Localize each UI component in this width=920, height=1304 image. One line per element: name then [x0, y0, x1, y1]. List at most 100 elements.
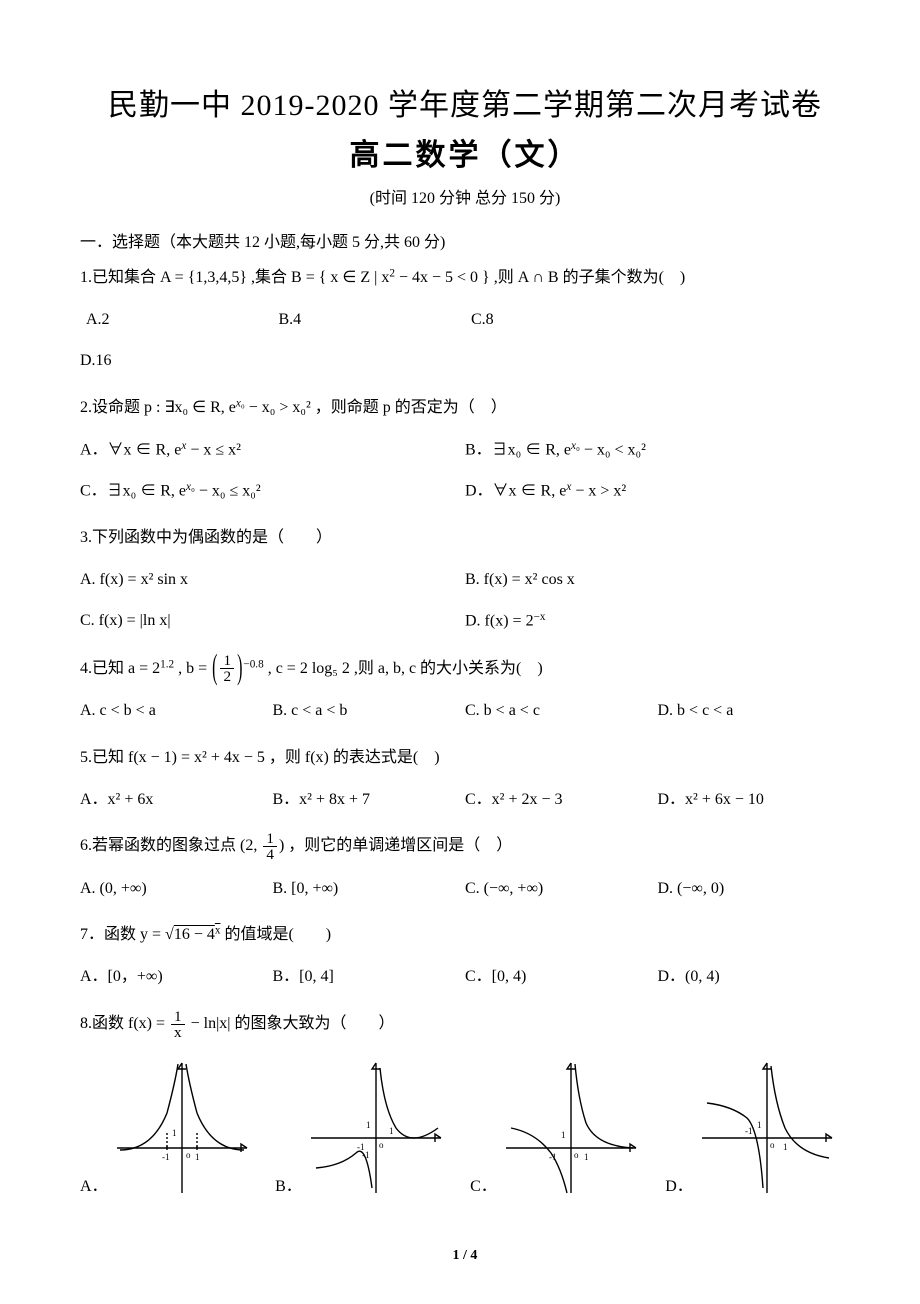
q1-opt-b: B.4 — [279, 300, 472, 341]
q4-pre: 4.已知 a = 2 — [80, 660, 160, 677]
question-7: 7．函数 y = √16 − 4x 的值域是( ) — [80, 919, 850, 951]
exam-meta: (时间 120 分钟 总分 150 分) — [80, 184, 850, 208]
q8-label-c: C． — [470, 1172, 497, 1198]
q3-opt-d: D. f(x) = 2−x — [465, 601, 850, 642]
q7-pre: 7．函数 y = — [80, 926, 165, 943]
q4-lparen: ( — [212, 634, 217, 704]
q8-frac: 1x — [171, 1009, 185, 1040]
q5-opt-d: D．x² + 6x − 10 — [658, 780, 851, 821]
q4-sup-a: 1.2 — [160, 658, 174, 670]
q3d-pre: D. f(x) = 2 — [465, 613, 534, 630]
q4-opt-c: C. b < a < c — [465, 691, 658, 732]
q2-opt-a: A．∀x ∈ R, ex − x ≤ x² — [80, 430, 465, 471]
q2d-post: − x > x² — [571, 483, 626, 500]
q8-graphs: A． -1 1 1 o — [80, 1058, 850, 1198]
q2c-pre: C．∃x₀ ∈ R, e — [80, 483, 186, 500]
svg-text:o: o — [574, 1150, 579, 1160]
svg-text:-1: -1 — [745, 1126, 753, 1136]
q1-opt-c: C.8 — [471, 300, 664, 341]
graph-c-svg: -1 1 1 o — [501, 1058, 641, 1198]
q4-opt-d: D. b < c < a — [658, 691, 851, 732]
q5-opt-a: A．x² + 6x — [80, 780, 273, 821]
q2-text2: − x₀ > x₀² ，则命题 p 的否定为（ ） — [245, 399, 507, 416]
svg-text:1: 1 — [584, 1152, 589, 1162]
q4-frac: 12 — [220, 653, 234, 684]
q2-opt-c: C．∃x₀ ∈ R, ex₀ − x₀ ≤ x₀² — [80, 471, 465, 512]
q4-opt-a: A. c < b < a — [80, 691, 273, 732]
q2b-post: − x₀ < x₀² — [580, 441, 646, 458]
question-2: 2.设命题 p : ∃x₀ ∈ R, ex₀ − x₀ > x₀² ，则命题 p… — [80, 392, 850, 424]
q8-label-a: A． — [80, 1172, 108, 1198]
question-6: 6.若幂函数的图象过点 (2, 14) ，则它的单调递增区间是（ ） — [80, 830, 850, 862]
q2a-post: − x ≤ x² — [186, 441, 241, 458]
question-4: 4.已知 a = 21.2 , b = (12)−0.8 , c = 2 log… — [80, 653, 850, 685]
q2-text: 2.设命题 p : ∃x₀ ∈ R, e — [80, 399, 236, 416]
q3-opt-c: C. f(x) = |ln x| — [80, 601, 465, 642]
q4-sup-b: −0.8 — [243, 658, 263, 670]
q7-opt-b: B．[0, 4] — [273, 957, 466, 998]
svg-text:-1: -1 — [362, 1150, 370, 1160]
q3d-sup: −x — [534, 611, 546, 623]
svg-text:-1: -1 — [549, 1152, 557, 1162]
graph-d-svg: -1 1 1 o — [697, 1058, 837, 1198]
svg-text:1: 1 — [389, 1126, 394, 1136]
q2-opt-d: D．∀x ∈ R, ex − x > x² — [465, 471, 850, 512]
q4-frac-n: 1 — [220, 653, 234, 669]
q6-opt-c: C. (−∞, +∞) — [465, 869, 658, 910]
title-main: 民勤一中 2019-2020 学年度第二学期第二次月考试卷 — [80, 80, 850, 124]
q7-opt-c: C．[0, 4) — [465, 957, 658, 998]
q2c-sup: x₀ — [186, 481, 195, 493]
q5-opt-c: C．x² + 2x − 3 — [465, 780, 658, 821]
q6-pre: 6.若幂函数的图象过点 (2, — [80, 837, 261, 854]
q8-graph-c: C． -1 1 1 o — [470, 1058, 655, 1198]
q6-opt-d: D. (−∞, 0) — [658, 869, 851, 910]
title-sub: 高二数学（文） — [80, 130, 850, 174]
q8-post: − ln|x| 的图象大致为（ ） — [187, 1015, 395, 1032]
q8-graph-a: A． -1 1 1 o — [80, 1058, 265, 1198]
svg-text:1: 1 — [783, 1142, 788, 1152]
q4-rparen: ) — [237, 634, 242, 704]
q8-graph-d: D． -1 1 1 o — [665, 1058, 850, 1198]
q5-opt-b: B．x² + 8x + 7 — [273, 780, 466, 821]
q4-post: , c = 2 log₅ 2 ,则 a, b, c 的大小关系为( ) — [264, 660, 543, 677]
q8-frac-d: x — [171, 1025, 185, 1040]
q6-opt-a: A. (0, +∞) — [80, 869, 273, 910]
q1-text-mid: − 4x − 5 < 0 } ,则 A ∩ B 的子集个数为( ) — [395, 269, 685, 286]
q6-frac-d: 4 — [263, 847, 277, 862]
q2a-pre: A．∀x ∈ R, e — [80, 441, 181, 458]
q6-post: ) ，则它的单调递增区间是（ ） — [279, 837, 512, 854]
q7-sqrt-pre: 16 − 4 — [174, 926, 215, 943]
q1-opt-d: D.16 — [80, 341, 273, 382]
q7-post: 的值域是( ) — [220, 926, 331, 943]
q3-opt-a: A. f(x) = x² sin x — [80, 560, 465, 601]
svg-text:1: 1 — [366, 1120, 371, 1130]
svg-text:o: o — [770, 1140, 775, 1150]
page-footer: 1 / 4 — [80, 1248, 850, 1264]
svg-text:o: o — [186, 1150, 191, 1160]
q8-label-b: B． — [275, 1172, 302, 1198]
graph-b-svg: -1 1 1 -1 o — [306, 1058, 446, 1198]
question-5: 5.已知 f(x − 1) = x² + 4x − 5 ，则 f(x) 的表达式… — [80, 742, 850, 774]
graph-a-svg: -1 1 1 o — [112, 1058, 252, 1198]
q8-graph-b: B． -1 1 1 -1 o — [275, 1058, 460, 1198]
q1-text-pre: 1.已知集合 A = {1,3,4,5} ,集合 B = { x ∈ Z | x — [80, 269, 389, 286]
q8-frac-n: 1 — [171, 1009, 185, 1025]
q4-mid: , b = — [174, 660, 211, 677]
q6-opt-b: B. [0, +∞) — [273, 869, 466, 910]
q3-opt-b: B. f(x) = x² cos x — [465, 560, 850, 601]
q4-opt-b: B. c < a < b — [273, 691, 466, 732]
q2d-pre: D．∀x ∈ R, e — [465, 483, 566, 500]
q2b-pre: B．∃x₀ ∈ R, e — [465, 441, 571, 458]
q2c-post: − x₀ ≤ x₀² — [195, 483, 261, 500]
svg-text:1: 1 — [757, 1120, 762, 1130]
q6-frac-n: 1 — [263, 831, 277, 847]
q2b-sup: x₀ — [571, 440, 580, 452]
svg-text:-1: -1 — [162, 1152, 170, 1162]
q2-opt-b: B．∃x₀ ∈ R, ex₀ − x₀ < x₀² — [465, 430, 850, 471]
q7-sqrt: 16 − 4x — [174, 926, 221, 943]
svg-text:1: 1 — [172, 1128, 177, 1138]
question-3: 3.下列函数中为偶函数的是（ ） — [80, 522, 850, 554]
q7-opt-d: D．(0, 4) — [658, 957, 851, 998]
section-1-header: 一．选择题（本大题共 12 小题,每小题 5 分,共 60 分) — [80, 228, 850, 252]
question-8: 8.函数 f(x) = 1x − ln|x| 的图象大致为（ ） — [80, 1008, 850, 1040]
